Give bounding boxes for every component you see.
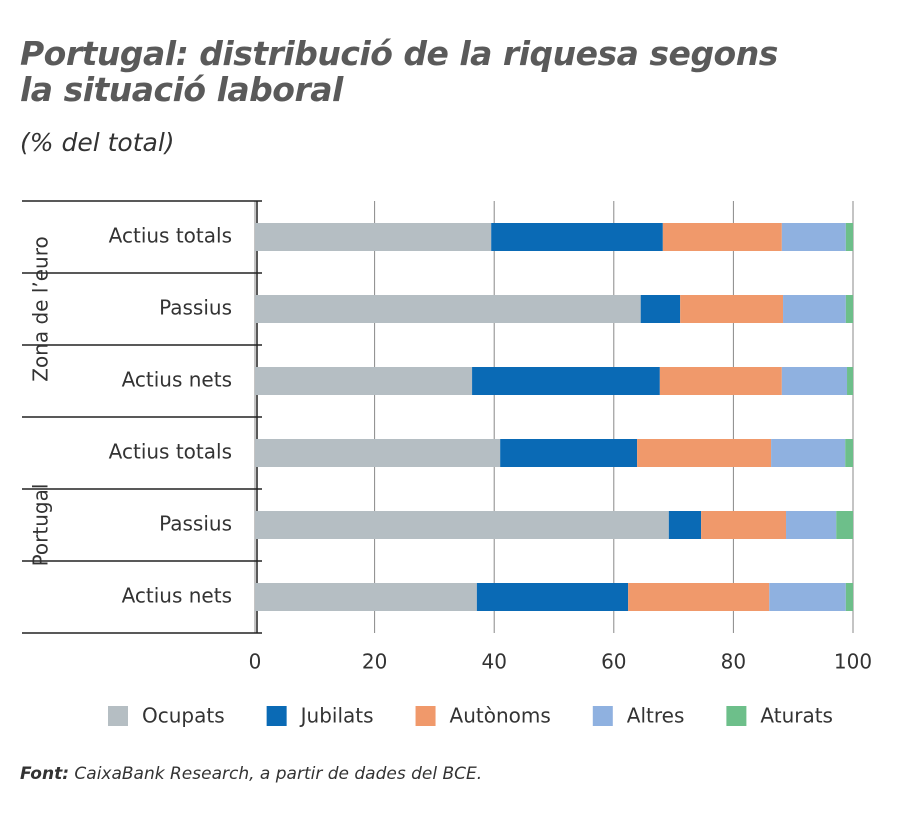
bar-segment bbox=[255, 511, 669, 539]
bar-segment bbox=[845, 439, 853, 467]
legend-label: Autònoms bbox=[450, 704, 551, 728]
group-label: Portugal bbox=[29, 484, 53, 567]
bar-segment bbox=[701, 511, 787, 539]
x-tick-label: 80 bbox=[721, 650, 746, 674]
x-tick-label: 100 bbox=[834, 650, 872, 674]
bar-segment bbox=[255, 367, 473, 395]
y-tick-label: Passius bbox=[159, 512, 232, 536]
x-tick-label: 40 bbox=[481, 650, 506, 674]
x-tick-label: 0 bbox=[249, 650, 262, 674]
bar-segment bbox=[836, 511, 853, 539]
legend-swatch bbox=[266, 706, 287, 726]
bar-segment bbox=[255, 295, 641, 323]
bar-segment bbox=[637, 439, 772, 467]
bar-segment bbox=[500, 439, 638, 467]
x-tick-label: 20 bbox=[362, 650, 387, 674]
bar-segment bbox=[668, 511, 702, 539]
bar-segment bbox=[781, 223, 846, 251]
y-tick-label: Actius nets bbox=[122, 584, 232, 608]
bar-segment bbox=[491, 223, 663, 251]
bar-segment bbox=[783, 295, 846, 323]
bar-segment bbox=[847, 367, 853, 395]
bar-segment bbox=[255, 223, 492, 251]
bar-segment bbox=[662, 223, 782, 251]
source: Font: CaixaBank Research, a partir de da… bbox=[20, 764, 482, 784]
chart-title: Portugal: distribució de la riquesa sego… bbox=[20, 34, 778, 109]
legend-swatch bbox=[108, 706, 128, 726]
bar-segment bbox=[640, 295, 681, 323]
bar-segment bbox=[845, 223, 853, 251]
legend-label: Jubilats bbox=[299, 704, 374, 728]
source-label: Font: bbox=[20, 764, 69, 784]
y-tick-label: Actius totals bbox=[109, 440, 232, 464]
bar-segment bbox=[472, 367, 660, 395]
bar-segment bbox=[771, 439, 846, 467]
bar-segment bbox=[255, 439, 501, 467]
bar-segment bbox=[786, 511, 837, 539]
group-label: Zona de l’euro bbox=[29, 236, 53, 382]
bar-segment bbox=[680, 295, 784, 323]
legend-swatch bbox=[726, 706, 747, 726]
bar-segment bbox=[659, 367, 782, 395]
chart-subtitle: (% del total) bbox=[20, 128, 175, 157]
y-tick-label: Actius nets bbox=[122, 368, 232, 392]
legend-swatch bbox=[415, 706, 436, 726]
bar-segment bbox=[255, 583, 477, 611]
bar-segment bbox=[845, 583, 853, 611]
legend-label: Aturats bbox=[760, 704, 833, 728]
legend-swatch bbox=[592, 706, 613, 726]
bar-segment bbox=[781, 367, 848, 395]
bar-segment bbox=[769, 583, 846, 611]
source-text: CaixaBank Research, a partir de dades de… bbox=[74, 764, 483, 784]
bar-segment bbox=[845, 295, 853, 323]
y-tick-label: Passius bbox=[159, 296, 232, 320]
bar-segment bbox=[476, 583, 629, 611]
legend-label: Altres bbox=[627, 704, 685, 728]
y-tick-label: Actius totals bbox=[109, 224, 232, 248]
x-tick-label: 60 bbox=[601, 650, 626, 674]
bar-segment bbox=[628, 583, 770, 611]
legend-label: Ocupats bbox=[142, 704, 225, 728]
